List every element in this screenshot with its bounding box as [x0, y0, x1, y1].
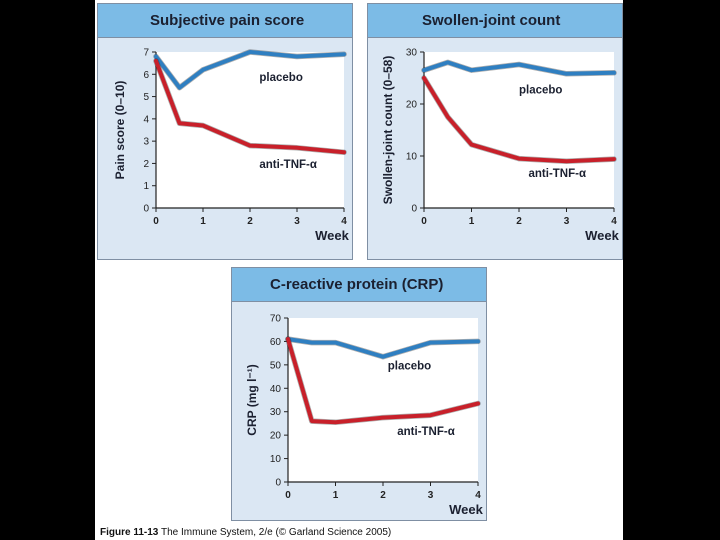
swollen-x-tick-label: 0 — [421, 216, 427, 227]
pain-y-axis-label: Pain score (0–10) — [113, 81, 127, 180]
crp-y-axis-label: CRP (mg l⁻¹) — [245, 364, 259, 435]
crp-y-tick-label: 30 — [270, 407, 282, 418]
pain-placebo-label: placebo — [259, 72, 302, 84]
pain-y-tick-label: 5 — [143, 92, 149, 103]
crp-placebo-line — [286, 337, 480, 359]
crp-panel: C-reactive protein (CRP) 0 10 20 30 40 50 60 70… — [231, 267, 487, 521]
crp-y-tick-label: 10 — [270, 454, 282, 465]
figure-number: Figure 11-13 — [100, 527, 159, 538]
pain-anti-tnf-line — [154, 58, 346, 155]
crp-y-tick-label: 20 — [270, 431, 282, 442]
pain-x-axis-label: Week — [315, 228, 349, 243]
swollen-x-tick-label: 4 — [611, 216, 617, 227]
swollen-joint-title: Swollen-joint count — [368, 4, 622, 38]
swollen-x-tick-label: 2 — [516, 216, 522, 227]
pain-y-tick-label: 4 — [143, 114, 149, 125]
crp-y-tick-label: 60 — [270, 337, 282, 348]
swollen-x-tick-label: 3 — [564, 216, 570, 227]
figure-caption: Figure 11-13 The Immune System, 2/e (© G… — [100, 527, 391, 538]
crp-x-tick-label: 1 — [333, 490, 339, 501]
crp-y-tick-label: 40 — [270, 384, 282, 395]
swollen-plot-area — [424, 52, 614, 208]
crp-plot-area — [288, 318, 478, 482]
swollen-x-tick-label: 1 — [469, 216, 475, 227]
pain-y-tick-label: 3 — [143, 137, 149, 148]
swollen-y-tick-label: 20 — [406, 100, 418, 111]
pain-score-panel: Subjective pain score 0 1 2 3 4 5 6 7 0 1 2 3 4 Week P… — [97, 3, 353, 260]
crp-x-tick-label: 4 — [475, 490, 481, 501]
crp-y-tick-label: 50 — [270, 360, 282, 371]
crp-x-tick-label: 3 — [428, 490, 434, 501]
swollen-joint-panel: Swollen-joint count 0 10 20 30 0 1 2 3 4 Week Swol… — [367, 3, 623, 260]
pain-x-tick-label: 3 — [294, 216, 300, 227]
pain-y-tick-label: 0 — [143, 204, 149, 215]
crp-x-axis-label: Week — [449, 502, 483, 517]
pain-y-tick-label: 6 — [143, 70, 149, 81]
pain-placebo-line — [154, 50, 346, 90]
swollen-anti-tnf-label: anti-TNF-α — [529, 168, 587, 180]
crp-anti-tnf-label: anti-TNF-α — [397, 426, 455, 438]
figure-source: The Immune System, 2/e (© Garland Scienc… — [160, 527, 392, 538]
pain-x-tick-label: 0 — [153, 216, 159, 227]
swollen-placebo-line — [422, 60, 616, 76]
crp-y-tick-label: 0 — [275, 478, 281, 489]
swollen-placebo-label: placebo — [519, 85, 562, 97]
crp-x-tick-label: 0 — [285, 490, 291, 501]
swollen-y-tick-label: 0 — [411, 204, 417, 215]
swollen-anti-tnf-line — [422, 76, 616, 164]
pain-x-tick-label: 2 — [247, 216, 253, 227]
swollen-y-axis-label: Swollen-joint count (0–58) — [381, 56, 395, 205]
swollen-y-tick-label: 10 — [406, 152, 418, 163]
figure-page: Subjective pain score 0 1 2 3 4 5 6 7 0 1 2 3 4 Week P… — [95, 0, 623, 540]
pain-y-tick-label: 7 — [143, 48, 149, 59]
pain-x-tick-label: 1 — [200, 216, 206, 227]
crp-anti-tnf-line — [286, 337, 480, 425]
pain-y-tick-label: 2 — [143, 159, 149, 170]
pain-x-tick-label: 4 — [341, 216, 347, 227]
pain-score-title: Subjective pain score — [98, 4, 352, 38]
swollen-y-tick-label: 30 — [406, 48, 418, 59]
pain-y-tick-label: 1 — [143, 181, 149, 192]
crp-x-tick-label: 2 — [380, 490, 386, 501]
swollen-x-axis-label: Week — [585, 228, 619, 243]
pain-plot-area — [156, 52, 344, 208]
crp-placebo-label: placebo — [388, 361, 431, 373]
pain-anti-tnf-label: anti-TNF-α — [259, 159, 317, 171]
crp-title: C-reactive protein (CRP) — [232, 268, 486, 302]
crp-y-tick-label: 70 — [270, 314, 282, 325]
